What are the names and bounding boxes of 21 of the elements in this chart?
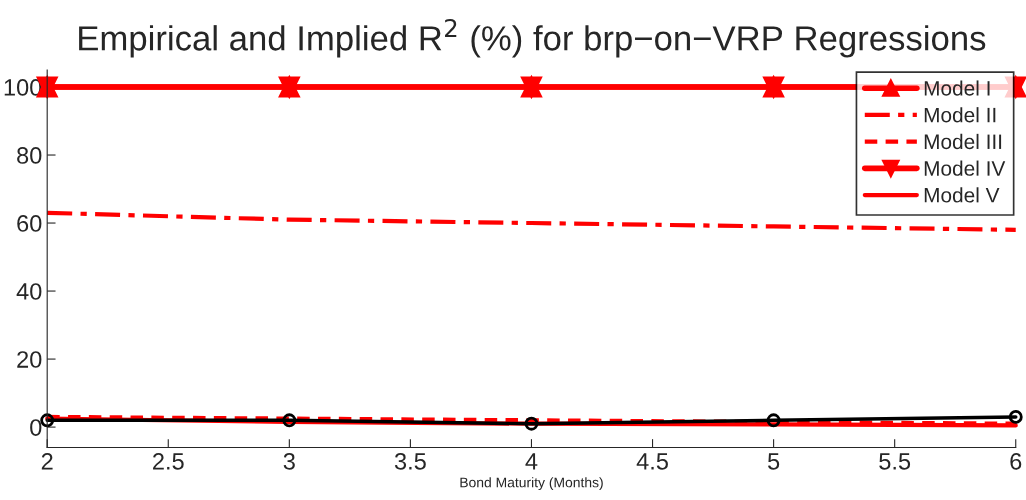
y-tick-label: 20 (17, 351, 42, 368)
x-tick-label: 4 (525, 453, 538, 470)
x-tick-label: 2.5 (153, 452, 184, 470)
x-tick-label: 6 (1010, 452, 1022, 470)
y-tick-label: 0 (30, 419, 42, 436)
legend-label: Model IV (924, 160, 1006, 176)
legend-label: Model III (924, 133, 1002, 150)
chart-title: Empirical and Implied R$^{2}$ (%) for brp−on−VRP Regressions (79, 18, 986, 58)
x-axis-title: Bond Maturity (Months) (460, 477, 603, 491)
x-tick-label: 3 (283, 452, 295, 470)
legend-label: Model I (924, 80, 990, 96)
x-tick-label: 5 (767, 453, 780, 470)
x-tick-label: 3.5 (394, 452, 426, 470)
y-tick-label: 40 (16, 283, 42, 300)
x-tick-label: 5.5 (879, 453, 911, 470)
x-tick-label: 4.5 (636, 453, 668, 470)
legend-label: Model V (924, 187, 1000, 203)
y-tick-label: 60 (17, 215, 42, 232)
x-tick-label: 2 (41, 452, 53, 470)
legend-label: Model II (924, 107, 996, 123)
y-tick-label: 80 (17, 147, 42, 164)
